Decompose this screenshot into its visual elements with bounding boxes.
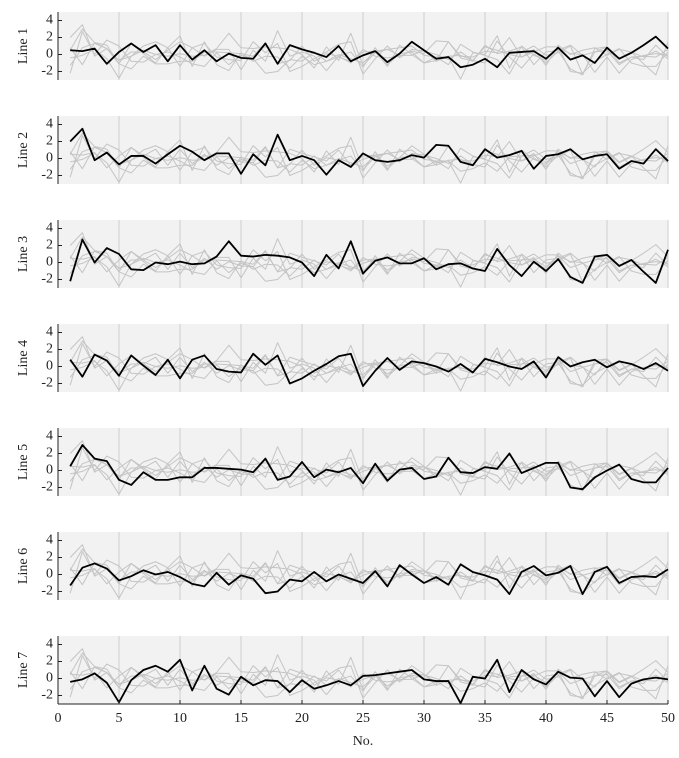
y-tick-label: 4 — [46, 117, 53, 132]
x-tick-label: 0 — [55, 711, 62, 726]
context-line — [69, 336, 669, 384]
context-line — [69, 343, 669, 388]
y-axis-label: Line 6 — [16, 548, 31, 584]
x-tick-label: 5 — [116, 711, 123, 726]
y-tick-label: 4 — [46, 325, 53, 340]
y-axis-label: Line 1 — [16, 28, 31, 64]
context-line — [70, 35, 669, 80]
y-axis-label: Line 4 — [16, 340, 31, 376]
context-line — [69, 135, 669, 180]
y-tick-label: 2 — [46, 654, 53, 669]
highlight-line — [70, 658, 669, 705]
y-tick-label: 4 — [46, 637, 53, 652]
context-line — [70, 451, 669, 496]
y-axis-label: Line 2 — [16, 132, 31, 168]
context-line — [70, 139, 669, 184]
context-line — [70, 555, 669, 600]
highlight-line — [69, 352, 669, 387]
context-line — [69, 544, 669, 592]
x-axis-label: No. — [353, 734, 374, 749]
y-tick-label: 0 — [46, 47, 53, 62]
context-line — [69, 146, 669, 179]
y-tick-label: 0 — [46, 671, 53, 686]
context-line — [69, 31, 669, 76]
context-line — [69, 648, 669, 696]
x-tick-label: 40 — [539, 711, 553, 726]
highlight-line — [70, 35, 669, 69]
x-tick-label: 35 — [478, 711, 492, 726]
y-tick-label: 4 — [46, 429, 53, 444]
y-tick-label: 2 — [46, 446, 53, 461]
y-tick-label: 2 — [46, 134, 53, 149]
highlight-line — [69, 444, 669, 491]
y-tick-label: 0 — [46, 151, 53, 166]
highlight-line — [69, 562, 669, 595]
y-tick-label: 2 — [46, 550, 53, 565]
y-tick-label: -2 — [41, 480, 53, 495]
context-line — [69, 250, 669, 283]
context-line — [69, 666, 669, 699]
x-tick-label: 25 — [356, 711, 370, 726]
context-line — [70, 243, 669, 288]
y-tick-label: -2 — [41, 584, 53, 599]
context-line — [69, 232, 669, 280]
y-tick-label: 4 — [46, 533, 53, 548]
x-tick-label: 50 — [661, 711, 675, 726]
y-tick-label: -2 — [41, 376, 53, 391]
y-axis-label: Line 3 — [16, 236, 31, 272]
y-tick-label: 0 — [46, 567, 53, 582]
y-tick-label: 2 — [46, 238, 53, 253]
highlight-line — [69, 127, 669, 176]
y-tick-label: 2 — [46, 342, 53, 357]
y-tick-label: -2 — [41, 64, 53, 79]
context-line — [69, 42, 669, 75]
context-line — [69, 354, 669, 387]
y-tick-label: 0 — [46, 255, 53, 270]
y-tick-label: 2 — [46, 30, 53, 45]
x-tick-label: 45 — [600, 711, 614, 726]
x-tick-label: 15 — [234, 711, 248, 726]
context-line — [69, 440, 669, 488]
x-tick-label: 20 — [295, 711, 309, 726]
y-tick-label: 0 — [46, 463, 53, 478]
x-tick-label: 10 — [173, 711, 187, 726]
y-tick-label: -2 — [41, 688, 53, 703]
context-line — [69, 655, 669, 700]
y-tick-label: 4 — [46, 221, 53, 236]
y-tick-label: 4 — [46, 13, 53, 28]
highlight-line — [69, 238, 669, 284]
y-tick-label: -2 — [41, 168, 53, 183]
y-tick-label: -2 — [41, 272, 53, 287]
y-axis-label: Line 7 — [16, 652, 31, 688]
x-tick-label: 30 — [417, 711, 431, 726]
y-axis-label: Line 5 — [16, 444, 31, 480]
y-tick-label: 0 — [46, 359, 53, 374]
context-line — [69, 551, 669, 596]
